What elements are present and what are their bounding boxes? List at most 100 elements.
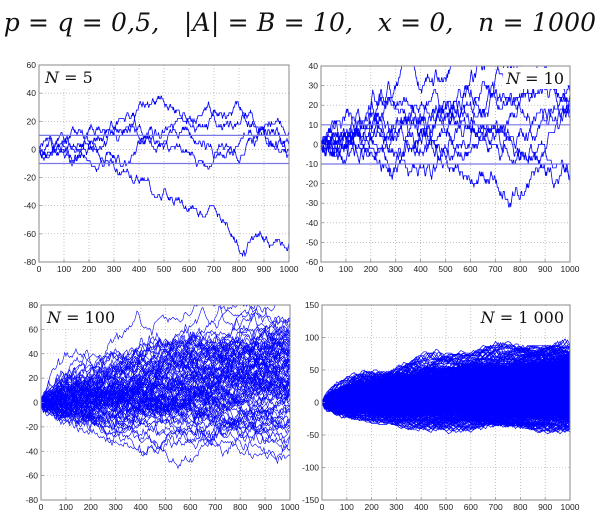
random-walk-path — [41, 330, 290, 413]
annotation-background — [42, 67, 96, 88]
y-tick-label: 60 — [29, 324, 39, 334]
random-walk-path — [322, 385, 570, 409]
random-walk-path — [322, 373, 570, 406]
subplot-3: 0 100 200 300 400 500 600 700 800 900 1000-80-60-4… — [26, 300, 300, 512]
random-walk-path — [322, 402, 570, 433]
y-tick-label: -20 — [24, 173, 37, 183]
y-tick-label: 0 — [314, 398, 319, 408]
random-walk-path — [322, 395, 570, 418]
random-walk-path — [322, 344, 570, 403]
x-tick-label: 1000 — [280, 264, 299, 274]
y-tick-label: 40 — [309, 61, 319, 71]
random-walk-path — [39, 135, 289, 257]
random-walk-path — [322, 352, 570, 407]
random-walk-path — [321, 66, 454, 149]
y-tick-label: 40 — [29, 349, 39, 359]
y-tick-label: 20 — [27, 116, 37, 126]
random-walk-path — [322, 390, 570, 408]
random-walk-path — [321, 81, 570, 149]
subplot-1: 0 100 200 300 400 500 600 700 800 900 1000-80-60-4… — [24, 60, 299, 274]
random-walk-path — [41, 325, 290, 410]
random-walk-path — [41, 394, 290, 452]
x-tick-label: 900 — [258, 502, 272, 512]
y-tick-label: -80 — [24, 257, 37, 267]
random-walk-path — [39, 101, 289, 159]
random-walk-path — [41, 361, 290, 413]
y-tick-label: 60 — [27, 60, 37, 70]
random-walk-path — [321, 66, 519, 157]
random-walk-path — [41, 350, 290, 410]
y-tick-label: 30 — [309, 81, 319, 91]
random-walk-path — [41, 339, 290, 419]
random-walk-path — [41, 370, 290, 411]
x-tick-label: 800 — [513, 502, 527, 512]
annotation-background — [477, 307, 567, 328]
figure-title: p = q = 0,5, |A| = B = 10, x = 0, n = 10… — [3, 8, 597, 37]
y-tick-label: -20 — [26, 422, 39, 432]
random-walk-path — [41, 346, 290, 410]
random-walk-path — [41, 336, 290, 410]
x-tick-label: 200 — [82, 264, 96, 274]
random-walk-path — [41, 305, 290, 403]
random-walk-path — [41, 345, 290, 405]
y-tick-label: -60 — [24, 229, 37, 239]
x-tick-label: 100 — [59, 502, 73, 512]
x-tick-label: 200 — [365, 502, 379, 512]
x-tick-label: 200 — [84, 502, 98, 512]
x-tick-label: 500 — [438, 264, 452, 274]
y-tick-label: 0 — [313, 139, 318, 149]
random-walk-path — [322, 366, 570, 407]
random-walk-path — [322, 368, 570, 409]
random-walk-path — [41, 333, 290, 403]
random-walk-path — [322, 402, 570, 428]
x-tick-label: 0 — [37, 264, 42, 274]
y-tick-label: -80 — [26, 495, 39, 505]
x-tick-label: 0 — [320, 502, 325, 512]
x-tick-label: 1000 — [561, 264, 580, 274]
y-tick-label: -50 — [306, 237, 319, 247]
x-tick-label: 600 — [183, 502, 197, 512]
y-tick-label: -40 — [24, 201, 37, 211]
y-tick-label: 20 — [309, 100, 319, 110]
x-tick-label: 500 — [157, 264, 171, 274]
x-tick-label: 600 — [463, 264, 477, 274]
y-tick-label: -150 — [302, 495, 319, 505]
random-walk-path — [322, 373, 570, 412]
x-tick-label: 400 — [414, 502, 428, 512]
x-tick-label: 800 — [513, 264, 527, 274]
x-tick-label: 600 — [182, 264, 196, 274]
random-walk-path — [322, 368, 570, 403]
random-walk-path — [39, 95, 289, 156]
x-tick-label: 900 — [538, 264, 552, 274]
random-walk-path — [322, 345, 570, 403]
y-tick-label: 10 — [309, 120, 319, 130]
y-tick-label: -50 — [307, 430, 320, 440]
annotation-background — [44, 307, 119, 328]
y-tick-label: -10 — [306, 159, 319, 169]
x-tick-label: 0 — [39, 502, 44, 512]
random-walk-path — [41, 353, 290, 418]
y-tick-label: -40 — [26, 446, 39, 456]
y-tick-label: 80 — [29, 300, 39, 310]
x-tick-label: 0 — [319, 264, 324, 274]
x-tick-label: 700 — [489, 502, 503, 512]
random-walk-path — [41, 398, 290, 461]
x-tick-label: 100 — [339, 264, 353, 274]
x-tick-label: 1000 — [561, 502, 580, 512]
n-annotation: N = 10 — [505, 69, 564, 88]
random-walk-path — [322, 386, 570, 409]
subplot-4: 0 100 200 300 400 500 600 700 800 900 1000-150-100… — [302, 300, 580, 512]
x-tick-label: 300 — [109, 502, 123, 512]
y-tick-label: -30 — [306, 198, 319, 208]
x-tick-label: 700 — [207, 264, 221, 274]
random-walk-path — [39, 118, 289, 170]
random-walk-path — [41, 332, 290, 410]
x-tick-label: 700 — [488, 264, 502, 274]
annotation-background — [503, 68, 567, 89]
x-tick-label: 400 — [134, 502, 148, 512]
y-tick-label: 100 — [305, 333, 319, 343]
random-walk-path — [41, 394, 290, 439]
y-tick-label: 50 — [310, 365, 320, 375]
random-walk-path — [322, 361, 570, 405]
random-walk-path — [322, 368, 570, 406]
